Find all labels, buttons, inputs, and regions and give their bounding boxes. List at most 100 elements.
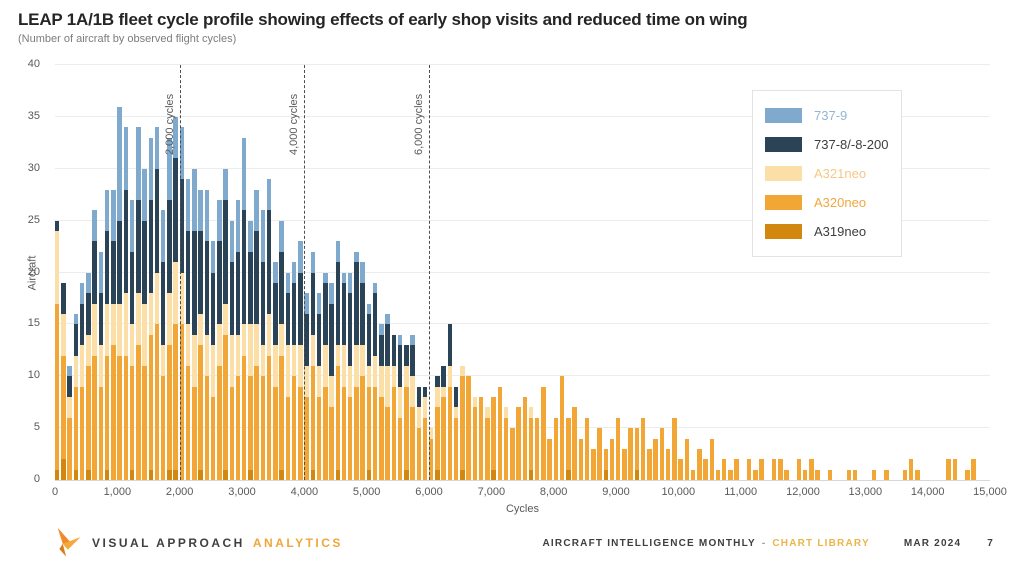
histogram-bar [852,65,858,480]
histogram-bar [198,65,203,480]
legend-label-a321: A321neo [814,166,867,181]
bar-segment-a320 [204,376,210,480]
bar-segment-b738 [55,220,60,231]
bar-segment-a320 [410,407,415,480]
bar-segment-b738 [453,386,459,408]
bar-segment-a320 [971,459,976,480]
bar-segment-a320 [136,345,141,480]
bar-segment-a321 [217,324,222,366]
bar-segment-b738 [279,251,284,325]
bar-segment-b739 [117,106,122,221]
bar-segment-a320 [316,397,322,480]
histogram-bar [647,65,652,480]
legend-item-a319: A319neo [765,217,889,246]
bar-segment-a320 [690,469,696,480]
bar-segment-a320 [709,438,714,480]
bar-segment-a320 [809,459,814,480]
bar-segment-a320 [647,448,652,480]
bar-segment-a321 [185,324,191,366]
bar-segment-b739 [323,272,328,283]
legend-item-b739: 737-9 [765,101,889,130]
bar-segment-b739 [111,189,116,242]
bar-segment-a320 [485,417,490,480]
histogram-bar [179,65,185,480]
histogram-bar [659,65,665,480]
histogram-bar [796,65,802,480]
y-tick-label: 40 [27,58,40,70]
histogram-bar [902,65,908,480]
legend-swatch-b738 [765,137,802,152]
bar-segment-b738 [79,303,85,346]
bar-segment-b738 [185,231,191,325]
histogram-bar [803,65,808,480]
bar-segment-a321 [111,303,116,346]
bar-segment-a320 [304,397,309,480]
bar-segment-a321 [148,293,153,335]
bar-segment-b738 [441,365,446,387]
x-tick-label: 2,000 [165,486,194,498]
bar-segment-b738 [142,220,147,304]
histogram-bar [734,65,739,480]
histogram-bar [435,65,440,480]
histogram-bar [946,65,951,480]
bar-segment-a320 [628,428,633,480]
bar-segment-a320 [584,417,590,480]
page-subtitle: (Number of aircraft by observed flight c… [18,33,237,45]
legend-label-a319: A319neo [814,224,867,239]
bar-segment-a319 [55,469,60,480]
histogram-bar [104,65,110,480]
histogram-bar [185,65,191,480]
bar-segment-b738 [117,220,122,304]
bar-segment-a320 [223,334,228,470]
bar-segment-b738 [173,158,178,263]
bar-segment-a321 [173,262,178,325]
bar-segment-a321 [447,365,453,387]
histogram-bar [640,65,646,480]
histogram-bar [884,65,889,480]
bar-segment-a319 [61,459,66,480]
bar-segment-a320 [684,438,690,480]
histogram-bar [123,65,129,480]
bar-segment-a320 [697,448,702,480]
bar-segment-a319 [404,469,409,480]
plot-area: Aircraft 737-9 737-8/-8-200 A321neo A320neo… [26,64,990,481]
bar-segment-a320 [167,345,172,470]
bar-segment-a319 [634,469,640,480]
bar-segment-a320 [796,459,802,480]
histogram-bar [703,65,708,480]
histogram-bar [341,65,347,480]
brand-block: VISUAL APPROACH ANALYTICS [50,526,343,560]
bar-segment-a321 [129,324,135,366]
histogram-bar [329,65,334,480]
x-tick-label: 1,000 [103,486,132,498]
histogram-bar [503,65,509,480]
histogram-bar [684,65,690,480]
histogram-bar [192,65,197,480]
y-tick-label: 5 [33,421,40,434]
bar-segment-b739 [298,241,303,273]
bar-segment-a321 [235,334,241,377]
y-tick-label: 25 [27,213,40,226]
bar-segment-a320 [242,355,247,480]
bar-segment-a320 [98,386,104,480]
bar-segment-b739 [310,251,316,273]
bar-segment-b739 [248,220,253,252]
bar-segment-b738 [167,199,172,294]
bar-segment-b739 [254,189,259,231]
histogram-bar [815,65,820,480]
gridline [55,115,990,117]
histogram-bar [478,65,484,480]
histogram-bar [584,65,590,480]
bar-segment-a320 [591,448,596,480]
library-name: CHART LIBRARY [772,537,870,549]
bar-segment-a321 [435,386,440,408]
histogram-bar [61,65,66,480]
bar-segment-a320 [148,334,153,470]
bar-segment-b738 [354,262,359,346]
bar-segment-b738 [104,231,110,304]
bar-segment-b739 [98,251,104,294]
histogram-bar [136,65,141,480]
histogram-bar [516,65,521,480]
bar-segment-a321 [360,345,365,377]
bar-segment-b738 [285,293,291,346]
